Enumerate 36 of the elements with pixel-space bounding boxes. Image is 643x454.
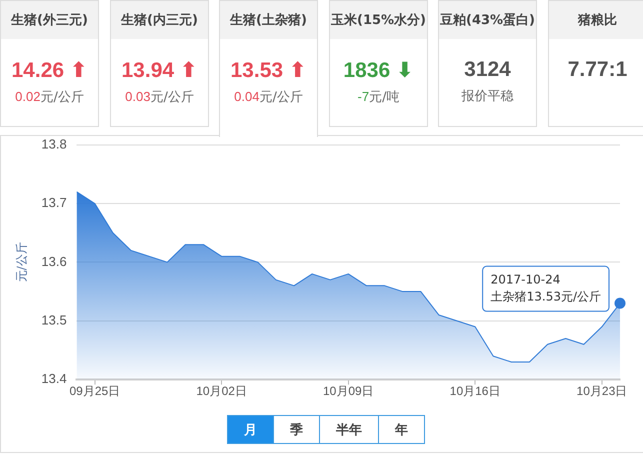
text: 14.26 ⬆ — [12, 58, 88, 82]
tab-button[interactable]: 年 — [378, 415, 425, 444]
y-tick-label: 13.5 — [41, 312, 67, 328]
text: 1836 ⬇ — [343, 58, 414, 82]
text: 元/公斤 — [150, 90, 194, 105]
text: 元/公斤 — [40, 90, 84, 105]
text: 0.03 — [125, 89, 150, 104]
text: 生猪(土杂猪) — [220, 1, 317, 39]
y-axis-title: 元/公斤 — [14, 242, 28, 282]
annotation: 2017-10-24 土杂猪13.53元/公斤 — [490, 272, 602, 304]
x-tick-label: 10月09日 — [323, 384, 374, 398]
text: 玉米(15%水分) — [330, 1, 427, 39]
text: 13.53 ⬆ — [230, 58, 306, 82]
text: 豆粕(43%蛋白) — [439, 1, 536, 39]
tab-button[interactable]: 季 — [273, 415, 320, 444]
y-tick-label: 13.8 — [41, 136, 67, 152]
text: 3124 — [464, 58, 511, 82]
text: 生猪(内三元) — [111, 1, 208, 39]
text: 7.77:1 — [568, 58, 628, 82]
x-tick-label: 10月02日 — [196, 384, 247, 398]
text: 13.94 ⬆ — [122, 58, 198, 82]
text: 生猪(外三元) — [1, 1, 98, 39]
tab-button[interactable]: 半年 — [319, 415, 379, 444]
y-tick-label: 13.4 — [41, 371, 67, 386]
text: 元/公斤 — [259, 90, 303, 105]
text: 0.04 — [234, 89, 260, 104]
text: 猪粮比 — [549, 1, 643, 39]
y-tick-label: 13.7 — [41, 195, 67, 210]
x-tick-label: 10月23日 — [576, 384, 628, 398]
text: 元/吨 — [369, 90, 400, 105]
x-tick-label: 09月25日 — [69, 384, 120, 398]
x-tick-label: 10月16日 — [450, 384, 500, 398]
y-tick-label: 13.6 — [41, 254, 67, 269]
text: 报价平稳 — [462, 89, 514, 104]
text: 0.02 — [15, 89, 40, 104]
text: -7 — [358, 89, 370, 104]
